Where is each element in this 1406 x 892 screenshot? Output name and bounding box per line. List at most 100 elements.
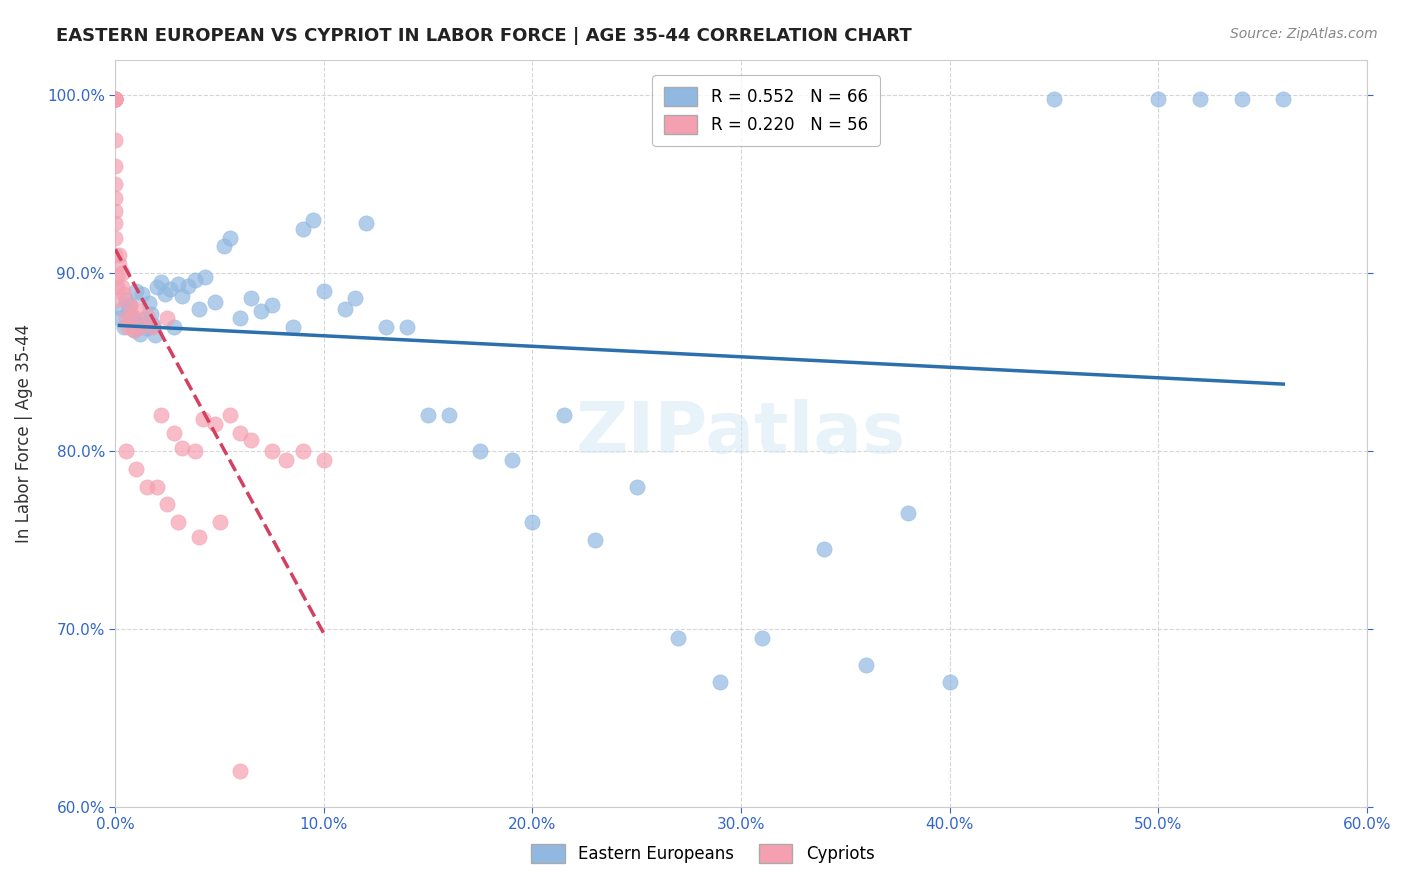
Point — [204, 417, 226, 432]
Point — [122, 323, 145, 337]
Point — [104, 92, 127, 106]
Point — [129, 319, 152, 334]
Point — [114, 310, 136, 325]
Point — [150, 275, 173, 289]
Point — [104, 160, 127, 174]
Point — [239, 434, 262, 448]
Point — [110, 301, 132, 316]
Point — [146, 280, 169, 294]
Point — [583, 533, 606, 547]
Point — [396, 319, 419, 334]
Point — [501, 453, 523, 467]
Point — [260, 298, 283, 312]
Point — [104, 92, 127, 106]
Point — [344, 291, 367, 305]
Point — [135, 309, 157, 323]
Point — [1230, 92, 1253, 106]
Text: ZIPatlas: ZIPatlas — [576, 399, 905, 467]
Point — [112, 319, 135, 334]
Point — [125, 301, 148, 316]
Point — [219, 409, 242, 423]
Point — [159, 282, 181, 296]
Point — [751, 631, 773, 645]
Point — [121, 309, 143, 323]
Point — [312, 284, 335, 298]
Legend: Eastern Europeans, Cypriots: Eastern Europeans, Cypriots — [520, 832, 886, 875]
Text: EASTERN EUROPEAN VS CYPRIOT IN LABOR FORCE | AGE 35-44 CORRELATION CHART: EASTERN EUROPEAN VS CYPRIOT IN LABOR FOR… — [56, 27, 912, 45]
Point — [437, 409, 460, 423]
Point — [110, 266, 132, 280]
Point — [104, 203, 127, 218]
Point — [143, 328, 166, 343]
Point — [156, 310, 179, 325]
Point — [292, 221, 315, 235]
Point — [142, 319, 165, 334]
Point — [104, 92, 127, 106]
Point — [142, 318, 165, 332]
Point — [114, 293, 136, 307]
Point — [292, 444, 315, 458]
Point — [177, 278, 200, 293]
Point — [1188, 92, 1211, 106]
Point — [194, 269, 217, 284]
Point — [281, 319, 304, 334]
Point — [167, 277, 190, 291]
Point — [156, 498, 179, 512]
Point — [118, 298, 141, 312]
Point — [127, 316, 149, 330]
Point — [938, 675, 960, 690]
Point — [138, 296, 160, 310]
Point — [155, 287, 177, 301]
Point — [170, 441, 193, 455]
Point — [163, 319, 186, 334]
Point — [855, 657, 877, 672]
Point — [110, 280, 132, 294]
Point — [108, 310, 131, 325]
Point — [129, 326, 152, 341]
Point — [167, 515, 190, 529]
Point — [418, 409, 440, 423]
Point — [709, 675, 731, 690]
Point — [104, 92, 127, 106]
Point — [104, 92, 127, 106]
Point — [187, 301, 209, 316]
Point — [104, 230, 127, 244]
Point — [668, 631, 690, 645]
Point — [229, 426, 252, 441]
Point — [121, 309, 143, 323]
Point — [114, 444, 136, 458]
Point — [553, 409, 575, 423]
Point — [108, 248, 131, 262]
Point — [354, 216, 377, 230]
Y-axis label: In Labor Force | Age 35-44: In Labor Force | Age 35-44 — [15, 324, 32, 543]
Point — [134, 312, 156, 326]
Point — [108, 257, 131, 271]
Point — [183, 273, 205, 287]
Point — [135, 321, 157, 335]
Point — [229, 764, 252, 779]
Point — [626, 480, 648, 494]
Point — [187, 529, 209, 543]
Point — [170, 289, 193, 303]
Point — [1043, 92, 1066, 106]
Point — [104, 177, 127, 191]
Point — [1147, 92, 1170, 106]
Point — [146, 480, 169, 494]
Point — [250, 303, 273, 318]
Point — [125, 462, 148, 476]
Point — [125, 284, 148, 298]
Point — [191, 412, 214, 426]
Text: Source: ZipAtlas.com: Source: ZipAtlas.com — [1230, 27, 1378, 41]
Point — [131, 287, 153, 301]
Point — [104, 133, 127, 147]
Point — [118, 298, 141, 312]
Point — [204, 294, 226, 309]
Point — [470, 444, 492, 458]
Point — [104, 92, 127, 106]
Point — [239, 291, 262, 305]
Point — [104, 92, 127, 106]
Point — [522, 515, 544, 529]
Point — [897, 507, 920, 521]
Point — [333, 301, 356, 316]
Point — [276, 453, 298, 467]
